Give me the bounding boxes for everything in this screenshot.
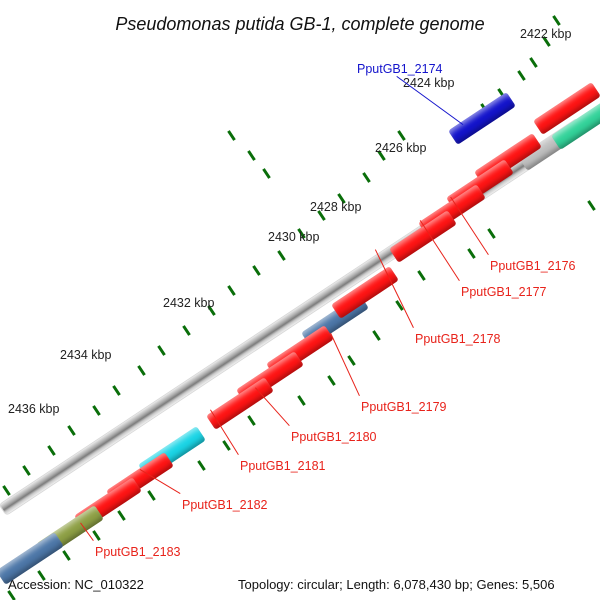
position-tick-mark: [112, 385, 121, 396]
position-tick-mark: [467, 248, 476, 259]
position-tick-mark: [587, 200, 596, 211]
position-tick-mark: [117, 510, 126, 521]
gene-name-label-PputGB1_2181: PputGB1_2181: [240, 459, 326, 473]
kbp-position-label-0: 2422 kbp: [520, 27, 571, 41]
kbp-position-label-7: 2436 kbp: [8, 402, 59, 416]
position-tick-mark: [197, 460, 206, 471]
kbp-position-label-6: 2434 kbp: [60, 348, 111, 362]
position-tick-mark: [347, 355, 356, 366]
position-tick-mark: [297, 395, 306, 406]
kbp-position-label-5: 2432 kbp: [163, 296, 214, 310]
leader-line-PputGB1_2180: [255, 387, 290, 426]
kbp-position-label-2: 2426 kbp: [375, 141, 426, 155]
position-tick-mark: [417, 270, 426, 281]
position-tick-mark: [227, 130, 236, 141]
position-tick-mark: [182, 325, 191, 336]
page-title: Pseudomonas putida GB-1, complete genome: [0, 14, 600, 35]
position-tick-mark: [92, 405, 101, 416]
position-tick-mark: [67, 425, 76, 436]
position-tick-mark: [362, 172, 371, 183]
position-tick-mark: [157, 345, 166, 356]
position-tick-mark: [372, 330, 381, 341]
position-tick-mark: [47, 445, 56, 456]
position-tick-mark: [529, 57, 538, 68]
kbp-position-label-3: 2428 kbp: [310, 200, 361, 214]
gene-name-label-PputGB1_2183: PputGB1_2183: [95, 545, 181, 559]
position-tick-mark: [137, 365, 146, 376]
gene-name-label-PputGB1_2176: PputGB1_2176: [490, 259, 576, 273]
position-tick-mark: [62, 550, 71, 561]
position-tick-mark: [247, 150, 256, 161]
gene-arrow-g14[interactable]: [206, 377, 274, 430]
position-tick-mark: [262, 168, 271, 179]
gene-name-label-PputGB1_2178: PputGB1_2178: [415, 332, 501, 346]
position-tick-mark: [2, 485, 11, 496]
position-tick-mark: [147, 490, 156, 501]
position-tick-mark: [487, 228, 496, 239]
position-tick-mark: [22, 465, 31, 476]
genome-diagram: Pseudomonas putida GB-1, complete genome…: [0, 0, 600, 600]
accession-label: Accession: NC_010322: [8, 577, 144, 592]
gene-name-label-PputGB1_2180: PputGB1_2180: [291, 430, 377, 444]
position-tick-mark: [327, 375, 336, 386]
gene-name-label-PputGB1_2174: PputGB1_2174: [357, 62, 443, 76]
topology-label: Topology: circular; Length: 6,078,430 bp…: [238, 577, 555, 592]
kbp-position-label-4: 2430 kbp: [268, 230, 319, 244]
position-tick-mark: [397, 130, 406, 141]
gene-arrow-g1[interactable]: [448, 92, 516, 145]
gene-name-label-PputGB1_2177: PputGB1_2177: [461, 285, 547, 299]
position-tick-mark: [252, 265, 261, 276]
position-tick-mark: [227, 285, 236, 296]
position-tick-mark: [517, 70, 526, 81]
position-tick-mark: [277, 250, 286, 261]
position-tick-mark: [247, 415, 256, 426]
gene-name-label-PputGB1_2179: PputGB1_2179: [361, 400, 447, 414]
gene-name-label-PputGB1_2182: PputGB1_2182: [182, 498, 268, 512]
